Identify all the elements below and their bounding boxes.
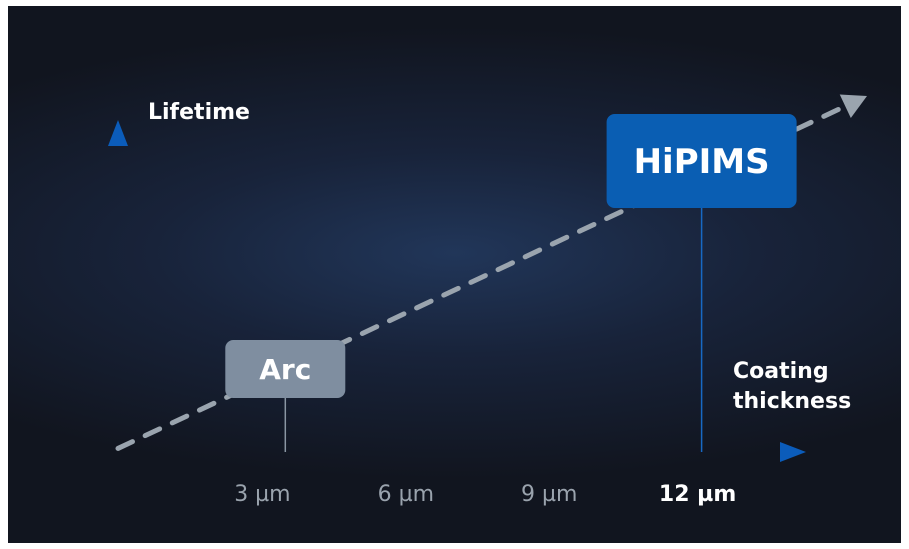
trend-arrowhead <box>839 94 867 118</box>
chart-svg: 3 µm 6 µm 9 µm 12 µm Lifetime Coating thicknes… <box>108 94 867 507</box>
chart-panel: 3 µm 6 µm 9 µm 12 µm Lifetime Coating thicknes… <box>8 6 901 543</box>
x-axis-arrowhead <box>780 442 806 462</box>
x-tick-label-3: 9 µm <box>521 482 577 507</box>
hipims-box <box>606 114 797 208</box>
y-axis-arrowhead <box>108 120 128 146</box>
x-tick-label-1: 3 µm <box>234 482 290 507</box>
x-tick-label-4: 12 µm <box>659 482 736 507</box>
x-axis-label: Coating thickness <box>733 359 851 414</box>
arc-box <box>225 340 346 398</box>
arc-label: Arc <box>259 353 311 386</box>
x-axis-label-line-1: Coating <box>733 359 829 384</box>
x-axis-label-line-2: thickness <box>733 389 851 414</box>
x-tick-label-2: 6 µm <box>378 482 434 507</box>
y-axis-label: Lifetime <box>148 100 250 125</box>
hipims-label: HiPIMS <box>634 142 770 182</box>
